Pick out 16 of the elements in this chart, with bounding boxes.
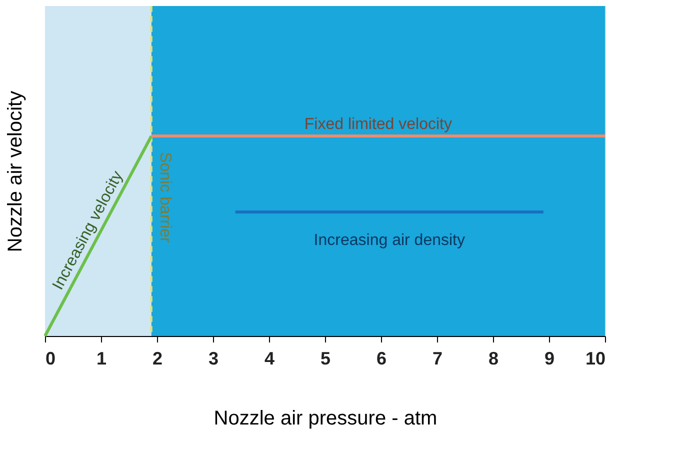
x-tick-label: 9: [544, 348, 555, 368]
x-tick-label: 8: [488, 348, 499, 368]
x-tick-label: 2: [152, 348, 163, 368]
series-label: Increasing air density: [314, 232, 465, 249]
x-tick-label: 1: [96, 348, 107, 368]
x-tick-label: 4: [264, 348, 275, 368]
ref-line-label: Sonic barrier: [156, 152, 174, 244]
x-tick-label: 5: [320, 348, 331, 368]
x-tick-label: 0: [46, 348, 56, 368]
x-tick-label: 7: [432, 348, 443, 368]
x-tick-label: 3: [208, 348, 219, 368]
x-axis-title: Nozzle air pressure - atm: [214, 408, 438, 430]
y-axis-title: Nozzle air velocity: [4, 90, 26, 252]
x-tick-label: 6: [376, 348, 387, 368]
series-label: Fixed limited velocity: [304, 116, 452, 133]
x-tick-label: 10: [585, 348, 606, 368]
